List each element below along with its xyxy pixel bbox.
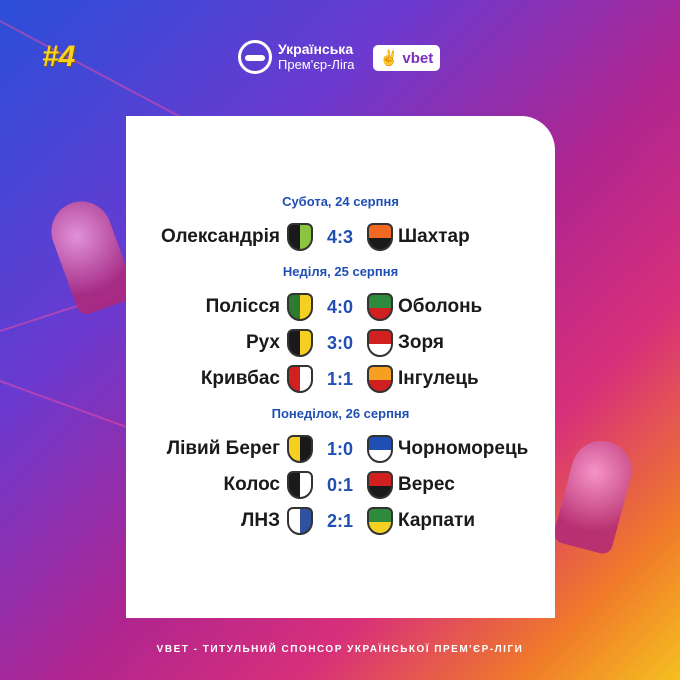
away-crest-icon	[367, 507, 393, 535]
match-row: Кривбас 1:1 Інгулець	[126, 364, 555, 394]
match-row: Рух 3:0 Зоря	[126, 328, 555, 358]
match-row: Полісся 4:0 Оболонь	[126, 292, 555, 322]
away-crest-icon	[367, 223, 393, 251]
away-team: Оболонь	[398, 296, 483, 317]
home-team: ЛНЗ	[241, 510, 280, 531]
home-crest-icon	[287, 507, 313, 535]
match-score: 4:0	[326, 297, 353, 317]
home-crest-icon	[287, 365, 313, 393]
away-crest-icon	[367, 365, 393, 393]
match-date: Понеділок, 26 серпня	[271, 406, 410, 421]
trophy-icon	[551, 434, 639, 556]
away-team: Інгулець	[398, 368, 479, 389]
footer-text: VBET - ТИТУЛЬНИЙ СПОНСОР УКРАЇНСЬКОЇ ПРЕ…	[156, 644, 524, 655]
home-team: Лівий Берег	[166, 438, 280, 459]
away-crest-icon	[367, 293, 393, 321]
away-team: Шахтар	[398, 226, 470, 247]
home-team: Колос	[223, 474, 280, 495]
fixtures-card: Субота, 24 серпня Олександрія 4:3 Шахтар Н…	[126, 116, 555, 618]
match-date: Неділя, 25 серпня	[282, 264, 399, 279]
home-crest-icon	[287, 471, 313, 499]
match-score: 1:1	[326, 369, 353, 389]
away-crest-icon	[367, 471, 393, 499]
match-score: 1:0	[326, 439, 353, 459]
home-team: Кривбас	[200, 368, 280, 389]
home-crest-icon	[287, 435, 313, 463]
away-crest-icon	[367, 435, 393, 463]
match-row: Лівий Берег 1:0 Чорноморець	[126, 434, 555, 464]
match-score: 2:1	[326, 511, 353, 531]
sponsor-logo: ✌ vbet	[373, 45, 440, 71]
home-crest-icon	[287, 223, 313, 251]
victory-hand-icon: ✌	[379, 50, 399, 67]
match-score: 4:3	[326, 227, 353, 247]
round-number: #4	[42, 40, 76, 73]
home-crest-icon	[287, 329, 313, 357]
decor-line	[0, 380, 132, 430]
away-crest-icon	[367, 329, 393, 357]
match-score: 0:1	[326, 475, 353, 495]
ball-icon	[238, 40, 272, 74]
away-team: Карпати	[398, 510, 476, 531]
away-team: Зоря	[398, 332, 444, 353]
league-name-2: Прем'єр-Ліга	[278, 57, 355, 72]
sponsor-name: vbet	[402, 49, 434, 67]
home-team: Полісся	[205, 296, 280, 317]
home-team: Рух	[245, 332, 280, 353]
home-crest-icon	[287, 293, 313, 321]
match-row: Колос 0:1 Верес	[126, 470, 555, 500]
match-score: 3:0	[326, 333, 353, 353]
match-row: ЛНЗ 2:1 Карпати	[126, 506, 555, 536]
away-team: Верес	[398, 474, 455, 495]
match-date: Субота, 24 серпня	[282, 194, 399, 209]
home-team: Олександрія	[160, 226, 280, 247]
trophy-icon	[42, 193, 138, 317]
league-name-1: Українська	[278, 41, 354, 57]
match-row: Олександрія 4:3 Шахтар	[126, 222, 555, 252]
away-team: Чорноморець	[398, 438, 529, 459]
league-logo: Українська Прем'єр-Ліга	[238, 40, 355, 74]
